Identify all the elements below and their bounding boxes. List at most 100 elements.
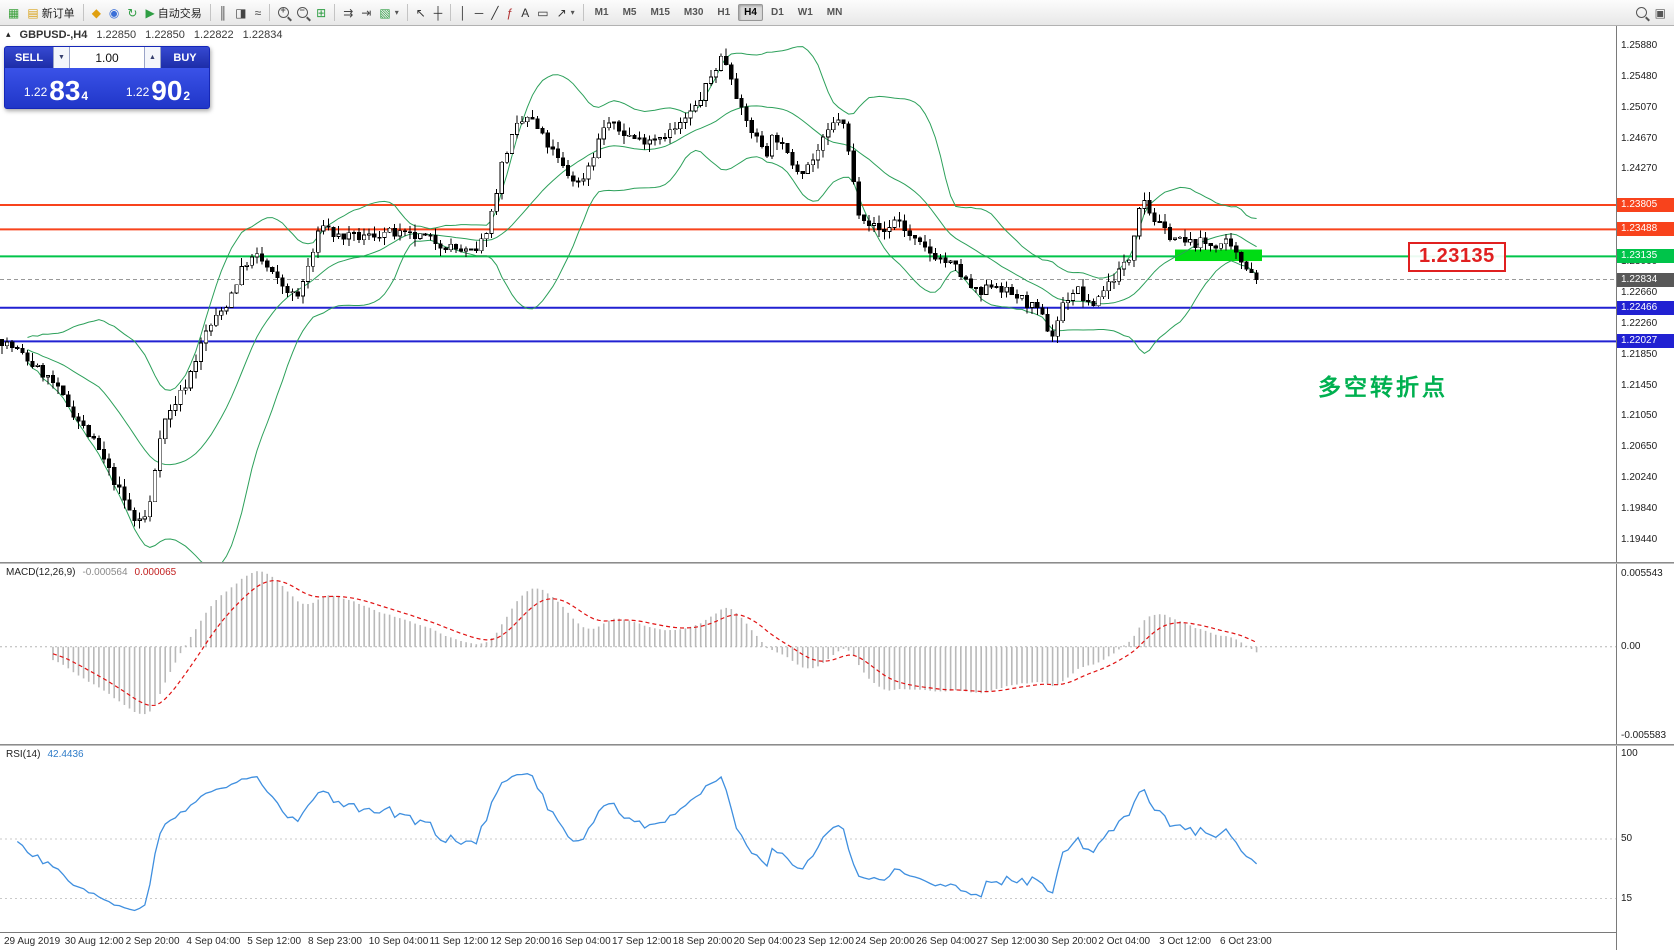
time-axis-label: 18 Sep 20:00 <box>672 936 733 947</box>
bollinger-lower-band <box>27 149 1257 562</box>
chart-shift-button[interactable]: ⇥ <box>357 3 375 23</box>
timeframe-mn-button[interactable]: MN <box>826 7 843 18</box>
horizontal-line-icon: ─ <box>474 5 484 20</box>
candlestick-chart-button[interactable]: ◨ <box>231 3 250 23</box>
volume-decrease-stepper[interactable]: ▼ <box>53 47 70 68</box>
fibonacci-button[interactable]: ƒ <box>503 3 518 23</box>
annotation-text[interactable]: 多空转折点 <box>1318 374 1448 401</box>
buy-price[interactable]: 1.22 90 2 <box>107 68 209 108</box>
time-axis-label: 30 Aug 12:00 <box>64 936 124 947</box>
price-tag-1.22027: 1.22027 <box>1617 334 1674 349</box>
line-chart-button[interactable]: ≈ <box>251 3 266 23</box>
macd-histogram <box>52 571 1258 715</box>
crosshair-icon: ┼ <box>433 5 443 20</box>
window-layout-icon: ▣ <box>1654 5 1666 20</box>
terminal-icon-button[interactable]: ▦ <box>4 3 23 23</box>
window-layout-button[interactable]: ▣ <box>1651 3 1670 23</box>
time-axis-label: 23 Sep 12:00 <box>794 936 854 947</box>
price-axis-label: 1.25070 <box>1621 102 1658 114</box>
panel-splitter[interactable] <box>0 744 1674 746</box>
time-axis-label: 17 Sep 12:00 <box>612 936 672 947</box>
rsi-value: 42.4436 <box>47 749 84 760</box>
new-chart-icon: ▧ <box>379 5 391 20</box>
symbol-period-label: GBPUSD-,H4 <box>19 29 88 41</box>
new-order-icon: ▤ <box>27 5 39 20</box>
time-axis-label: 29 Aug 2019 <box>4 936 61 947</box>
bollinger-upper-band <box>27 46 1257 391</box>
price-axis[interactable]: 1.258801.254801.250701.246701.242701.230… <box>1616 26 1674 950</box>
market-watch-button[interactable]: ◉ <box>105 3 123 23</box>
indicators-button[interactable]: ⊞ <box>312 3 330 23</box>
time-axis[interactable]: 29 Aug 2019 30 Aug 12:00 2 Sep 20:00 4 Sep … <box>0 932 1616 950</box>
timeframe-h4-button[interactable]: H4 <box>738 4 763 21</box>
timeframe-w1-button[interactable]: W1 <box>797 7 813 18</box>
vertical-line-button[interactable]: │ <box>455 3 471 23</box>
market-watch-icon: ◉ <box>108 5 120 20</box>
zoom-in-icon: + <box>278 5 290 18</box>
fibonacci-icon: ƒ <box>506 5 514 20</box>
text-button[interactable]: A <box>517 3 533 23</box>
buy-button[interactable]: BUY <box>161 47 209 68</box>
horizontal-line-button[interactable]: ─ <box>471 3 488 23</box>
price-axis-label: 1.25880 <box>1621 39 1658 51</box>
crosshair-button[interactable]: ┼ <box>430 3 447 23</box>
volume-increase-stepper[interactable]: ▲ <box>144 47 161 68</box>
macd-panel[interactable]: MACD(12,26,9) -0.000564 0.000065 <box>0 564 1616 744</box>
bar-chart-icon: ║ <box>218 5 228 20</box>
toolbar-separator <box>82 4 84 21</box>
bar-chart-button[interactable]: ║ <box>215 3 232 23</box>
timeframe-m1-button[interactable]: M1 <box>594 7 609 18</box>
shapes-icon: ↗ <box>556 5 567 20</box>
main-chart-panel[interactable]: ▴ GBPUSD-,H4 1.22850 1.22850 1.22822 1.2… <box>0 26 1616 562</box>
zoom-out-button[interactable]: − <box>293 3 312 23</box>
cursor-button[interactable]: ↖ <box>412 3 430 23</box>
sell-button[interactable]: SELL <box>5 47 53 68</box>
panel-splitter[interactable] <box>0 562 1674 564</box>
search-button[interactable] <box>1632 3 1651 23</box>
volume-input[interactable] <box>70 47 144 68</box>
rsi-panel[interactable]: RSI(14) 42.4436 <box>0 746 1616 932</box>
time-axis-label: 4 Sep 04:00 <box>186 936 241 947</box>
rsi-line <box>16 773 1258 912</box>
price-axis-label: 1.21050 <box>1621 410 1658 422</box>
price-axis-label: 1.24270 <box>1621 163 1658 175</box>
dropdown-caret-icon: ▾ <box>570 8 575 17</box>
line-chart-icon: ≈ <box>254 5 262 20</box>
highlight-rectangle[interactable] <box>1175 249 1262 262</box>
macd-signal-line <box>52 580 1257 707</box>
toolbar-separator <box>406 4 408 21</box>
refresh-icon: ↻ <box>127 5 138 20</box>
new-chart-button[interactable]: ▧ ▾ <box>375 3 402 23</box>
shapes-button[interactable]: ↗ ▾ <box>553 3 579 23</box>
autotrading-button[interactable]: ▶ 自动交易 <box>141 3 205 23</box>
lens-sign: + <box>280 5 286 15</box>
text-icon: A <box>521 5 530 20</box>
buy-price-base: 1.22 <box>125 85 150 99</box>
text-label-button[interactable]: ▭ <box>533 3 552 23</box>
candlestick-chart[interactable] <box>0 26 1616 562</box>
bollinger-middle-band <box>27 105 1257 466</box>
new-order-button-label: 新订单 <box>41 7 75 20</box>
price-callout-label[interactable]: 1.23135 <box>1408 242 1506 273</box>
price-axis-label: 1.22660 <box>1621 286 1658 298</box>
refresh-button[interactable]: ↻ <box>123 3 141 23</box>
one-click-collapse-icon[interactable]: ▴ <box>6 29 11 39</box>
zoom-in-button[interactable]: + <box>274 3 293 23</box>
ohlc-low: 1.22822 <box>193 29 234 41</box>
rsi-chart <box>0 773 1616 912</box>
new-order-button[interactable]: ▤ 新订单 <box>23 3 78 23</box>
trendline-icon: ╱ <box>491 5 499 20</box>
search-icon <box>1635 7 1647 18</box>
auto-scroll-button[interactable]: ⇉ <box>339 3 357 23</box>
toolbar: ▦ ▤ 新订单 ◆ ◉ ↻ ▶ 自动交易 ║ ◨ ≈ + − ⊞ ⇉ ⇥ ▧ ▾ ↖ ┼ │ ─ ╱ ƒ A ▭ ↗ ▾ M1 M5 M15… <box>0 0 1674 26</box>
one-click-trading-panel: SELL ▼ ▲ BUY 1.22 83 4 1.22 90 2 <box>4 46 210 109</box>
toolbar-separator <box>582 4 584 21</box>
timeframe-m30-button[interactable]: M30 <box>683 7 704 18</box>
profiles-button[interactable]: ◆ <box>88 3 105 23</box>
timeframe-d1-button[interactable]: D1 <box>770 7 784 18</box>
timeframe-h1-button[interactable]: H1 <box>717 7 731 18</box>
trendline-button[interactable]: ╱ <box>487 3 502 23</box>
timeframe-m5-button[interactable]: M5 <box>622 7 637 18</box>
timeframe-m15-button[interactable]: M15 <box>650 7 670 18</box>
sell-price[interactable]: 1.22 83 4 <box>5 68 107 108</box>
